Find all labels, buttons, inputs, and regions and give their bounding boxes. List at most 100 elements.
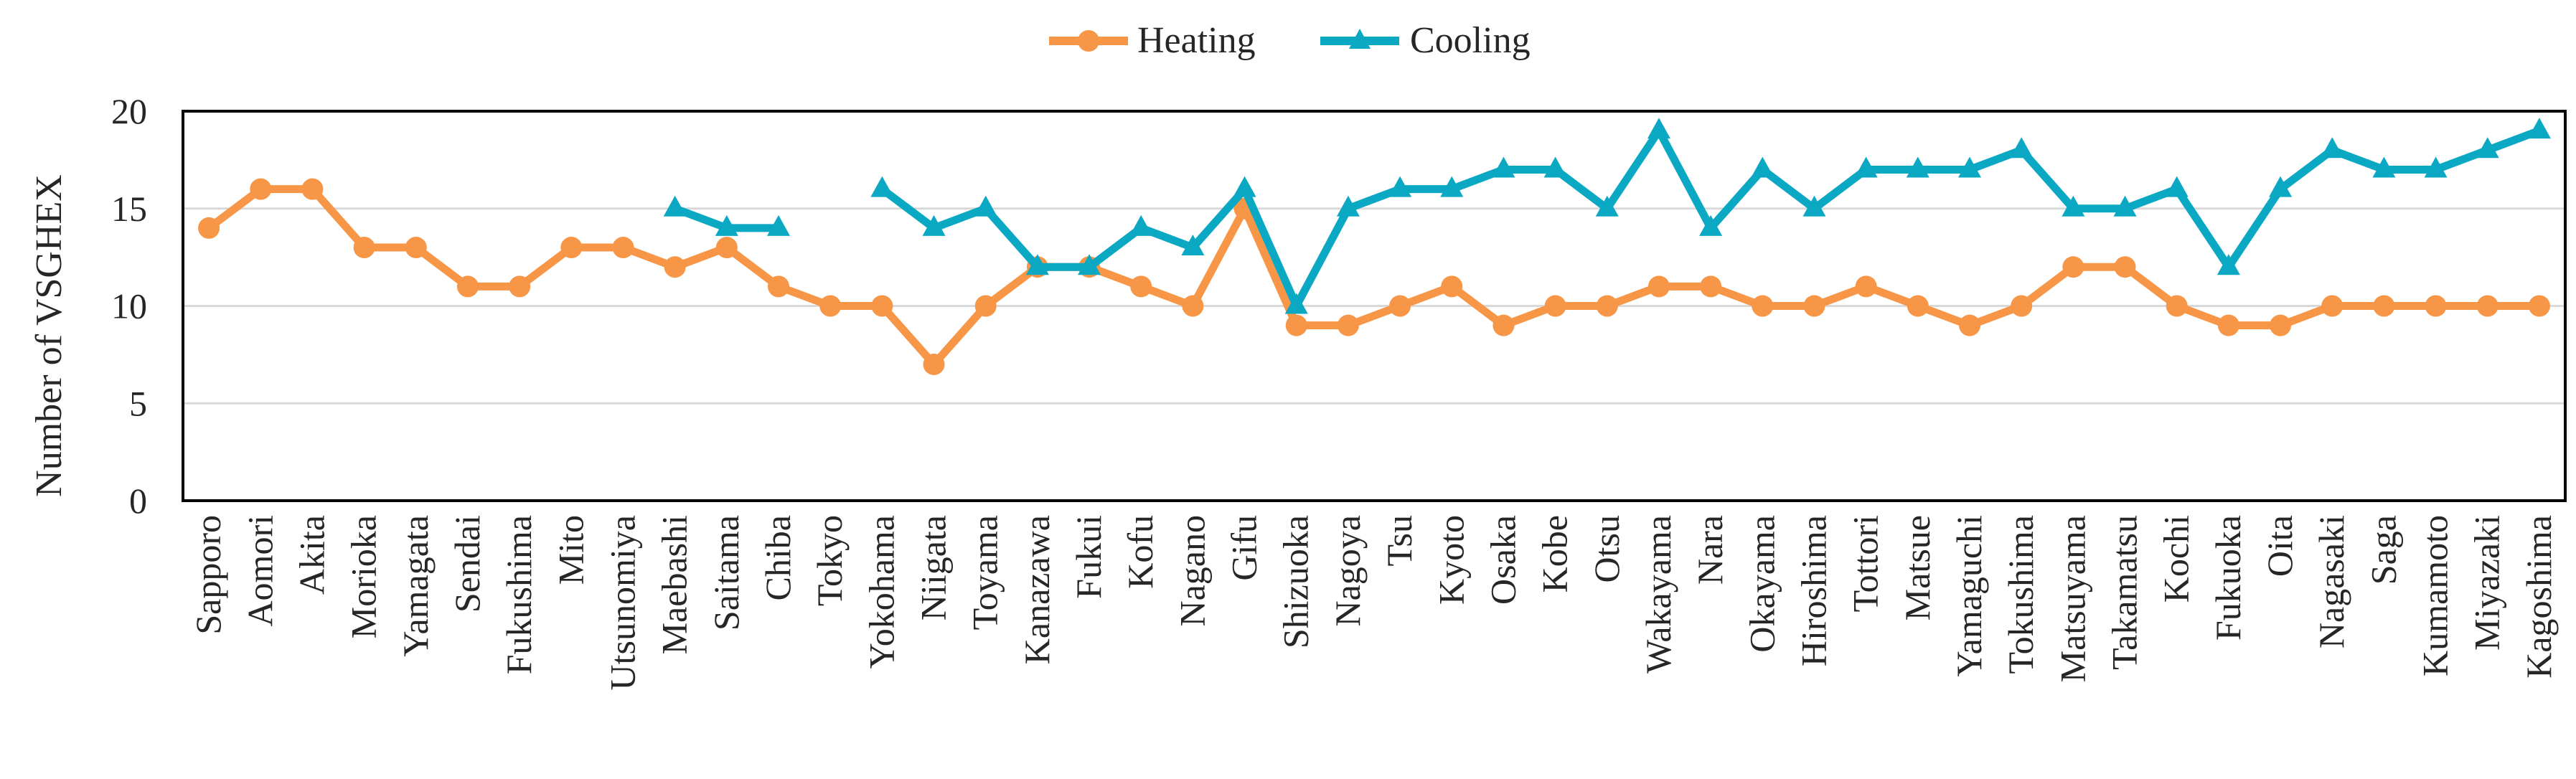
- data-point-cooling: [663, 195, 687, 217]
- legend-heating-marker: [1078, 30, 1099, 52]
- legend-item-cooling: Cooling: [1320, 20, 1531, 61]
- legend: Heating Cooling: [1049, 20, 1531, 61]
- data-point-heating: [1544, 295, 1566, 317]
- y-axis-ticks: 0 5 10 15 20: [111, 91, 147, 521]
- x-tick-label: Fukui: [1068, 515, 1109, 599]
- x-tick-label: Kanazawa: [1017, 515, 1057, 664]
- x-tick-label: Aomori: [240, 515, 280, 627]
- data-point-heating: [2476, 295, 2499, 317]
- x-tick-label: Matsue: [1897, 515, 1937, 620]
- y-tick-label: 20: [111, 91, 147, 131]
- data-point-cooling: [1492, 156, 1515, 178]
- x-tick-label: Sapporo: [188, 515, 228, 635]
- data-point-heating: [2166, 295, 2188, 317]
- data-point-heating: [923, 353, 945, 375]
- x-tick-label: Oita: [2260, 515, 2300, 577]
- x-tick-label: Shizuoka: [1276, 515, 1316, 648]
- data-point-cooling: [1233, 176, 1256, 197]
- x-tick-label: Morioka: [344, 515, 384, 638]
- data-point-heating: [1855, 275, 1877, 298]
- data-point-heating: [2062, 256, 2084, 278]
- data-point-cooling: [1181, 235, 1205, 256]
- x-tick-label: Okayama: [1741, 515, 1782, 653]
- series-heating: [198, 178, 2550, 375]
- data-point-cooling: [1388, 176, 1412, 197]
- data-point-cooling: [1854, 156, 1878, 178]
- data-point-cooling: [2062, 195, 2085, 217]
- x-tick-label: Nagano: [1172, 515, 1212, 627]
- data-point-heating: [1700, 275, 1722, 298]
- data-point-cooling: [1078, 254, 1101, 275]
- data-point-heating: [405, 237, 427, 259]
- x-tick-label: Kochi: [2156, 515, 2196, 603]
- data-point-heating: [1596, 295, 1618, 317]
- x-tick-label: Kagoshima: [2519, 515, 2559, 679]
- legend-item-heating: Heating: [1049, 20, 1256, 61]
- data-point-heating: [2270, 314, 2292, 336]
- x-tick-label: Osaka: [1482, 515, 1523, 605]
- data-point-cooling: [1906, 156, 1929, 178]
- data-point-cooling: [1440, 176, 1464, 197]
- x-tick-label: Hiroshima: [1793, 515, 1833, 666]
- data-point-heating: [1441, 275, 1463, 298]
- x-tick-label: Saga: [2363, 515, 2403, 585]
- data-point-cooling: [2527, 118, 2551, 139]
- series-cooling: [663, 118, 2551, 314]
- x-axis-ticks: Sapporo Aomori Akita Morioka Yamagata Sendai F…: [188, 515, 2559, 690]
- data-point-heating: [664, 256, 686, 278]
- data-point-heating: [1130, 275, 1152, 298]
- x-tick-label: Wakayama: [1638, 515, 1678, 674]
- data-point-heating: [2528, 295, 2550, 317]
- data-point-cooling: [767, 214, 790, 236]
- legend-heating-label: Heating: [1137, 20, 1256, 61]
- x-tick-label: Maebashi: [654, 515, 695, 654]
- data-point-cooling: [1129, 214, 1153, 236]
- data-point-cooling: [974, 195, 997, 217]
- data-point-heating: [1647, 275, 1670, 298]
- data-point-cooling: [1958, 156, 1981, 178]
- data-point-cooling: [1802, 195, 1826, 217]
- x-tick-label: Tsu: [1379, 515, 1419, 567]
- data-point-heating: [1285, 314, 1307, 336]
- data-point-heating: [2114, 256, 2136, 278]
- x-tick-label: Akita: [291, 515, 332, 595]
- data-point-heating: [2321, 295, 2344, 317]
- x-tick-label: Fukuoka: [2208, 515, 2248, 641]
- x-tick-label: Yamaguchi: [1949, 515, 1989, 676]
- x-tick-label: Tokushima: [2001, 515, 2041, 674]
- data-point-heating: [2373, 295, 2395, 317]
- x-tick-label: Kyoto: [1431, 515, 1471, 605]
- x-tick-label: Chiba: [758, 515, 798, 600]
- data-point-cooling: [2217, 254, 2240, 275]
- data-point-heating: [301, 178, 324, 200]
- data-point-cooling: [2269, 176, 2293, 197]
- x-tick-label: Miyazaki: [2467, 515, 2507, 651]
- data-point-cooling: [1284, 293, 1308, 314]
- x-tick-label: Nara: [1690, 515, 1730, 585]
- data-point-cooling: [2113, 195, 2137, 217]
- x-tick-label: Otsu: [1587, 515, 1627, 582]
- x-tick-label: Yamagata: [395, 515, 436, 657]
- legend-cooling-marker: [1349, 29, 1371, 49]
- x-tick-label: Mito: [550, 515, 591, 585]
- x-tick-label: Fukushima: [499, 515, 539, 674]
- data-point-heating: [1752, 295, 1774, 317]
- x-tick-label: Tokyo: [809, 515, 850, 606]
- data-point-cooling: [1543, 156, 1567, 178]
- data-point-heating: [353, 237, 375, 259]
- x-tick-label: Toyama: [965, 515, 1005, 630]
- x-tick-label: Kumamoto: [2415, 515, 2455, 676]
- data-point-cooling: [2321, 137, 2344, 159]
- data-point-cooling: [2476, 137, 2499, 159]
- data-point-cooling: [922, 214, 946, 236]
- x-tick-label: Saitama: [706, 515, 746, 631]
- data-point-heating: [819, 295, 842, 317]
- data-point-heating: [2011, 295, 2033, 317]
- data-point-heating: [456, 275, 479, 298]
- data-point-heating: [198, 217, 220, 239]
- legend-cooling-label: Cooling: [1410, 20, 1531, 61]
- data-point-heating: [1337, 314, 1359, 336]
- data-point-cooling: [1751, 156, 1774, 178]
- data-point-cooling: [2165, 176, 2189, 197]
- x-tick-label: Tottori: [1846, 515, 1886, 612]
